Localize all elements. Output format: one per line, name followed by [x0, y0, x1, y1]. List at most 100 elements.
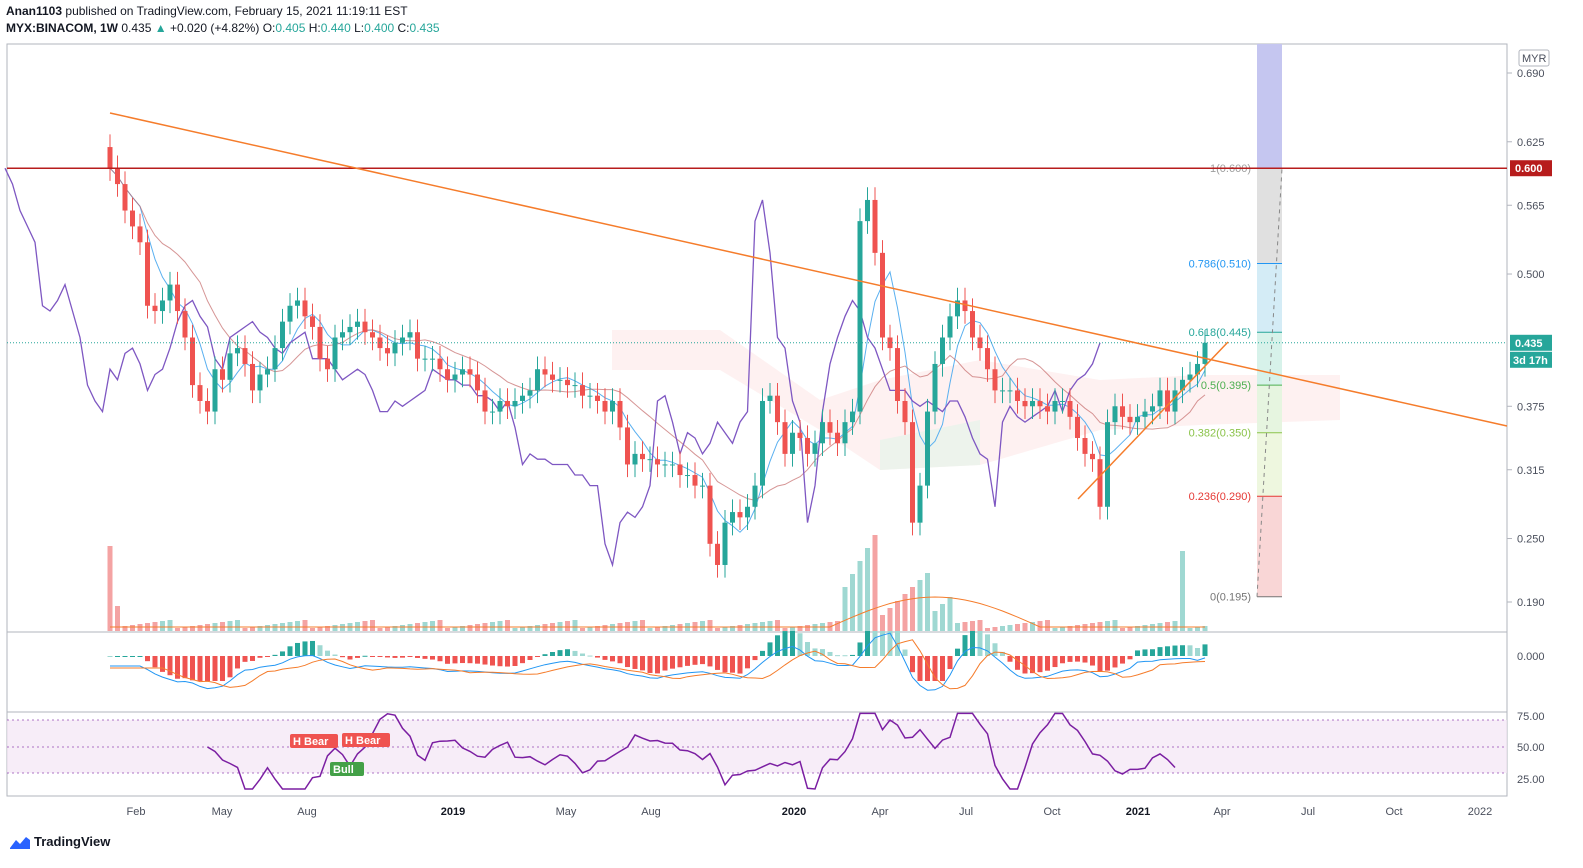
macd-histogram-bar [625, 656, 630, 668]
volume-bar [385, 627, 390, 631]
macd-histogram-bar [1172, 645, 1178, 656]
candle-body [970, 311, 975, 338]
macd-histogram-bar [677, 656, 683, 668]
macd-histogram-bar [317, 645, 323, 656]
volume-bar [647, 628, 653, 631]
macd-histogram-bar [242, 656, 248, 662]
volume-bar [962, 622, 968, 631]
fib-level-label: 0.5(0.395) [1201, 380, 1251, 392]
macd-histogram-bar [430, 656, 435, 660]
candle-body [235, 348, 240, 354]
candle-body [332, 337, 338, 370]
tradingview-brand: TradingView [34, 834, 111, 849]
volume-bar [737, 625, 743, 631]
low-label: L: [354, 21, 365, 35]
candle-body [550, 374, 555, 380]
volume-bar [775, 620, 780, 631]
volume-bar [437, 620, 443, 631]
candle-body [632, 453, 638, 465]
candle-body [1105, 422, 1110, 507]
macd-histogram-bar [805, 642, 810, 656]
candle-body [1060, 400, 1065, 402]
candle-body [257, 374, 263, 391]
macd-histogram-bar [887, 631, 893, 656]
macd-histogram-bar [1120, 656, 1125, 664]
macd-histogram-bar [1180, 645, 1185, 656]
price-axis[interactable]: 0.690 0.625 0.565 0.500 0.375 0.315 0.250 0.190… [1507, 49, 1550, 786]
fib-level-label: 0.786(0.510) [1189, 258, 1251, 270]
candle-body [1000, 390, 1005, 392]
candle-body [857, 221, 863, 412]
candle-body [1195, 363, 1200, 375]
low-value: 0.400 [364, 21, 395, 35]
tradingview-logo[interactable]: TradingView [10, 834, 110, 849]
candle-body [730, 512, 735, 523]
volume-bar [565, 621, 570, 631]
candle-body [355, 321, 360, 327]
macd-histogram-bar [850, 654, 855, 656]
candle-body [752, 485, 758, 507]
macd-histogram-bar [535, 656, 540, 657]
volume-bar [572, 620, 578, 631]
macd-histogram-bar [1090, 656, 1095, 666]
candle-body [467, 369, 473, 375]
descending-trendline [109, 112, 1508, 427]
macd-histogram-bar [1015, 656, 1020, 670]
macd-histogram-bar [512, 656, 518, 666]
macd-histogram-bar [152, 656, 158, 668]
up-arrow-icon: ▲ [154, 21, 167, 35]
volume-bar [782, 628, 788, 631]
candle-body [1052, 400, 1058, 412]
y-tick-label: 0.500 [1517, 269, 1545, 281]
macd-histogram-bar [475, 656, 480, 664]
macd-histogram-bar [955, 648, 960, 656]
volume-bar [887, 608, 893, 631]
volume-bars [107, 535, 1208, 631]
publisher-name[interactable]: Anan1103 [6, 4, 63, 18]
ichimoku-cloud [612, 330, 1340, 470]
macd-histogram-bar [647, 656, 653, 673]
volume-bar [1112, 620, 1118, 631]
macd-histogram-bar [520, 656, 525, 664]
macd-histogram-bar [992, 643, 998, 656]
time-axis[interactable]: Feb May Aug 2019 May Aug 2020 Apr Jul Oct 2021 Apr J… [127, 806, 1493, 818]
fib-retracement[interactable]: 1(0.600) 0.786(0.510) 0.618(0.445) 0.5(0.39… [1189, 44, 1283, 604]
macd-histogram-bar [670, 656, 675, 669]
candle-body [602, 400, 608, 412]
candle-body [962, 300, 968, 312]
macd-histogram-bar [797, 633, 803, 656]
volume-bar [902, 594, 908, 631]
volume-bar [1030, 622, 1035, 631]
countdown-badge-text: 3d 17h [1513, 355, 1548, 367]
symbol-name[interactable]: MYX:BINACOM, 1W [6, 21, 118, 35]
volume-bar [1135, 626, 1140, 631]
macd-histogram-bar [1030, 656, 1035, 674]
drawings[interactable] [7, 112, 1508, 500]
candle-body [167, 284, 173, 301]
candle-body [505, 400, 510, 407]
candle-body [572, 385, 578, 387]
macd-histogram-bar [460, 656, 465, 664]
macd-histogram-bar [595, 656, 600, 658]
x-tick-label: Feb [127, 806, 146, 818]
high-label: H: [308, 21, 321, 35]
volume-bar [400, 625, 405, 631]
candle-body [212, 369, 218, 412]
volume-bar [790, 627, 795, 631]
candle-body [595, 395, 600, 401]
volume-bar [1075, 625, 1080, 631]
macd-histogram-bar [1105, 656, 1110, 671]
base-line [109, 167, 1206, 501]
candle-body [722, 522, 728, 565]
x-tick-label: 2020 [782, 806, 806, 818]
volume-bar [1000, 626, 1005, 631]
macd-histogram-bar [422, 656, 428, 659]
y-tick-label: 0.625 [1517, 137, 1545, 149]
candle-body [302, 300, 308, 317]
x-tick-label: May [556, 806, 577, 818]
x-tick-label: Apr [871, 806, 888, 818]
resistance-badge-text: 0.600 [1515, 163, 1543, 175]
fib-level-label: 0(0.195) [1210, 592, 1251, 604]
candle-body [1150, 406, 1155, 412]
